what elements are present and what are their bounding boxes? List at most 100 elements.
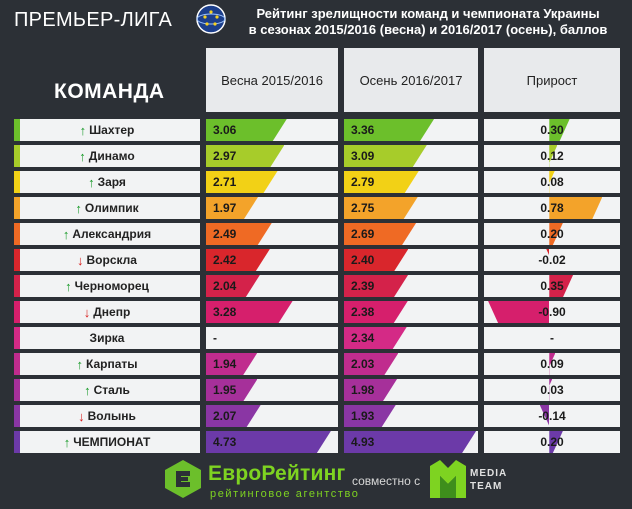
- autumn-value: 4.93: [351, 435, 375, 449]
- delta-cell: 0.20: [484, 223, 620, 245]
- autumn-value: 3.36: [351, 123, 375, 137]
- delta-cell: 0.30: [484, 119, 620, 141]
- arrow-down-icon: ↓: [77, 252, 84, 268]
- spring-column-header: Весна 2015/2016: [206, 48, 338, 112]
- partner-name: MEDIA TEAM: [470, 467, 507, 493]
- spring-value: 4.73: [213, 435, 237, 449]
- autumn-cell: 2.38: [344, 301, 478, 323]
- team-label: ↓ Волынь: [14, 405, 200, 427]
- arrow-up-icon: ↑: [65, 278, 72, 294]
- autumn-cell: 2.75: [344, 197, 478, 219]
- spring-value: 1.97: [213, 201, 237, 215]
- team-name: Александрия: [72, 227, 152, 241]
- team-color-strip: [14, 431, 20, 453]
- team-name: ЧЕМПИОНАТ: [73, 435, 151, 449]
- team-label: ↑ ЧЕМПИОНАТ: [14, 431, 200, 453]
- team-name: Карпаты: [85, 357, 138, 371]
- delta-value: 0.03: [540, 383, 564, 397]
- partner-line2: TEAM: [470, 481, 503, 492]
- delta-bar: [488, 301, 550, 323]
- delta-cell: 0.35: [484, 275, 620, 297]
- delta-value: 0.78: [540, 201, 564, 215]
- autumn-value: 2.38: [351, 305, 375, 319]
- team-label: ↑ Заря: [14, 171, 200, 193]
- autumn-bar: [344, 119, 434, 141]
- brand-name: ЕвроРейтинг: [208, 462, 346, 485]
- arrow-down-icon: ↓: [83, 304, 91, 320]
- header: ПРЕМЬЕР-ЛИГА Рейтинг зрелищности команд …: [0, 0, 632, 44]
- autumn-bar: [344, 431, 476, 453]
- team-color-strip: [14, 197, 20, 219]
- delta-column-header: Прирост: [484, 48, 620, 112]
- spring-value: 3.06: [213, 123, 237, 137]
- team-color-strip: [14, 119, 20, 141]
- delta-cell: 0.78: [484, 197, 620, 219]
- team-label: ↑ Динамо: [14, 145, 200, 167]
- spring-cell: 2.97: [206, 145, 338, 167]
- delta-value: -: [550, 331, 554, 345]
- arrow-up-icon: ↑: [84, 382, 91, 398]
- autumn-value: 2.34: [351, 331, 375, 345]
- spring-bar: [206, 379, 257, 401]
- delta-value: 0.35: [540, 279, 564, 293]
- team-column-header: КОМАНДА: [54, 80, 165, 103]
- delta-cell: -0.02: [484, 249, 620, 271]
- team-color-strip: [14, 327, 20, 349]
- spring-value: 3.28: [213, 305, 237, 319]
- delta-cell: 0.12: [484, 145, 620, 167]
- league-ball-icon: [196, 4, 226, 34]
- autumn-value: 3.09: [351, 149, 375, 163]
- spring-cell: 2.49: [206, 223, 338, 245]
- team-name: Черноморец: [74, 279, 149, 293]
- team-label: ↑ Сталь: [14, 379, 200, 401]
- team-color-strip: [14, 379, 20, 401]
- evrorating-logo-icon: [165, 460, 201, 498]
- spring-cell: 2.42: [206, 249, 338, 271]
- arrow-up-icon: ↑: [63, 434, 71, 450]
- spring-bar: [206, 301, 293, 323]
- together-text: совместно с: [352, 474, 421, 488]
- brand-subtitle: рейтинговое агентство: [210, 488, 360, 500]
- delta-bar: [549, 197, 602, 219]
- partner-line1: MEDIA: [470, 468, 508, 479]
- team-name: Днепр: [93, 305, 131, 319]
- autumn-bar: [344, 327, 407, 349]
- autumn-cell: 2.79: [344, 171, 478, 193]
- chart-title: Рейтинг зрелищности команд и чемпионата …: [232, 6, 624, 38]
- delta-value: 0.09: [540, 357, 564, 371]
- team-name: Шахтер: [89, 123, 135, 137]
- team-color-strip: [14, 249, 20, 271]
- team-label: ↑ Черноморец: [14, 275, 200, 297]
- autumn-cell: 2.39: [344, 275, 478, 297]
- arrow-up-icon: ↑: [88, 174, 95, 190]
- autumn-bar: [344, 171, 419, 193]
- autumn-value: 2.69: [351, 227, 375, 241]
- spring-cell: 1.95: [206, 379, 338, 401]
- autumn-cell: 2.40: [344, 249, 478, 271]
- spring-bar: [206, 145, 284, 167]
- autumn-cell: 2.69: [344, 223, 478, 245]
- spring-cell: 2.04: [206, 275, 338, 297]
- autumn-value: 1.93: [351, 409, 375, 423]
- team-label: ↓ Днепр: [14, 301, 200, 323]
- autumn-bar: [344, 223, 416, 245]
- spring-bar: [206, 223, 272, 245]
- team-name: Олимпик: [84, 201, 139, 215]
- delta-cell: -: [484, 327, 620, 349]
- team-color-strip: [14, 275, 20, 297]
- delta-value: 0.12: [540, 149, 564, 163]
- team-label: Зирка: [14, 327, 200, 349]
- delta-value: 0.30: [540, 123, 564, 137]
- spring-bar: [206, 405, 261, 427]
- autumn-bar: [344, 249, 408, 271]
- spring-cell: 2.07: [206, 405, 338, 427]
- spring-value: 2.71: [213, 175, 237, 189]
- chart-title-line1: Рейтинг зрелищности команд и чемпионата …: [256, 6, 600, 21]
- autumn-cell: 1.93: [344, 405, 478, 427]
- spring-bar: [206, 431, 331, 453]
- autumn-value: 2.79: [351, 175, 375, 189]
- delta-value: 0.08: [540, 175, 564, 189]
- autumn-cell: 3.09: [344, 145, 478, 167]
- spring-value: 2.49: [213, 227, 237, 241]
- team-name: Ворскла: [86, 253, 137, 267]
